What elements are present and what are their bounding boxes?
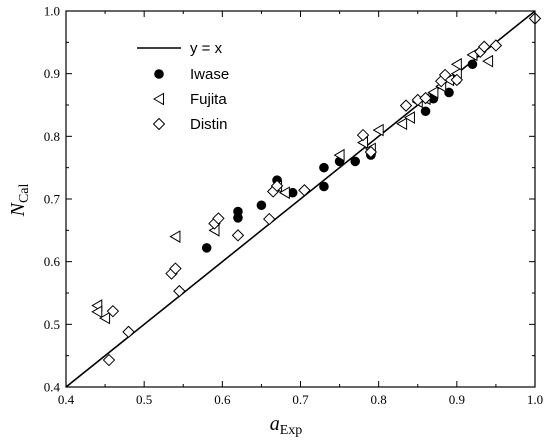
identity-line — [65, 10, 536, 388]
legend-label-line: y = x — [190, 40, 223, 57]
data-point-iwase — [233, 213, 243, 223]
legend-marker-fujita — [153, 92, 164, 106]
x-tick-label: 0.8 — [371, 392, 387, 407]
x-tick-label: 0.6 — [214, 392, 231, 407]
legend-label-distin: Distin — [190, 116, 228, 133]
data-point-fujita — [91, 305, 103, 319]
x-tick-label: 0.9 — [449, 392, 465, 407]
legend-items: Iwase Fujita Distin — [152, 66, 229, 133]
x-tick-label: 0.5 — [136, 392, 152, 407]
data-point-fujita — [278, 186, 290, 200]
data-point-distin — [298, 184, 311, 197]
data-point-iwase — [350, 156, 361, 167]
legend: y = x Iwase Fujita Distin — [137, 40, 229, 133]
data-point-iwase — [467, 59, 478, 70]
y-axis-label: NCal — [7, 184, 32, 218]
data-point-distin — [419, 91, 432, 105]
y-axis-label-main: N — [7, 201, 29, 217]
points-layer — [91, 12, 542, 367]
data-point-iwase — [256, 200, 267, 211]
data-point-fujita — [396, 117, 408, 131]
data-point-distin — [477, 40, 491, 53]
data-point-distin — [122, 325, 135, 339]
y-tick-label: 0.4 — [44, 380, 61, 395]
data-point-iwase — [201, 243, 212, 253]
data-point-distin — [106, 304, 120, 318]
data-point-distin — [399, 99, 413, 112]
y-tick-label: 0.7 — [44, 192, 61, 207]
data-point-distin — [364, 145, 378, 159]
data-point-fujita — [450, 57, 462, 71]
legend-marker-iwase — [154, 69, 164, 79]
data-point-distin — [102, 353, 116, 367]
data-point-fujita — [427, 86, 439, 99]
x-tick-label: 1.0 — [527, 392, 543, 407]
ticks-layer: 0.4 0.5 0.6 0.7 0.8 0.9 1.0 0.4 0.5 0.6 0.7 0.8 0.9 1… — [44, 4, 543, 408]
plot-frame — [65, 10, 536, 388]
data-point-distin — [438, 68, 452, 82]
data-point-distin — [356, 128, 370, 142]
data-point-distin — [173, 284, 186, 298]
y-axis-label-sub: Cal — [17, 184, 32, 204]
data-point-iwase — [420, 106, 431, 117]
y-tick-label: 0.5 — [44, 317, 60, 332]
y-tick-label: 0.8 — [44, 129, 60, 144]
data-point-iwase — [444, 87, 454, 98]
data-point-distin — [270, 179, 284, 193]
legend-marker-distin — [152, 117, 166, 131]
data-point-fujita — [482, 54, 494, 68]
x-axis-label: aExp — [270, 413, 303, 438]
data-point-fujita — [372, 123, 384, 137]
x-axis-label-main: a — [270, 413, 280, 435]
x-tick-label: 0.7 — [292, 392, 309, 407]
data-point-fujita — [333, 148, 345, 162]
data-point-iwase — [319, 181, 329, 192]
y-tick-label: 1.0 — [44, 4, 60, 19]
data-point-distin — [450, 73, 464, 87]
y-tick-label: 0.6 — [44, 254, 61, 269]
x-tick-label: 0.4 — [58, 392, 75, 407]
data-point-distin — [263, 212, 276, 226]
legend-label-iwase: Iwase — [190, 66, 229, 83]
data-point-iwase — [319, 162, 329, 173]
data-point-distin — [169, 262, 182, 275]
data-point-fujita — [169, 230, 181, 243]
data-point-distin — [489, 39, 503, 52]
data-point-distin — [212, 212, 225, 225]
data-point-distin — [231, 229, 245, 242]
x-axis-label-sub: Exp — [280, 423, 303, 438]
legend-label-fujita: Fujita — [190, 91, 227, 108]
data-point-fujita — [99, 311, 111, 325]
y-tick-label: 0.9 — [44, 66, 60, 81]
data-point-fujita — [403, 111, 415, 124]
